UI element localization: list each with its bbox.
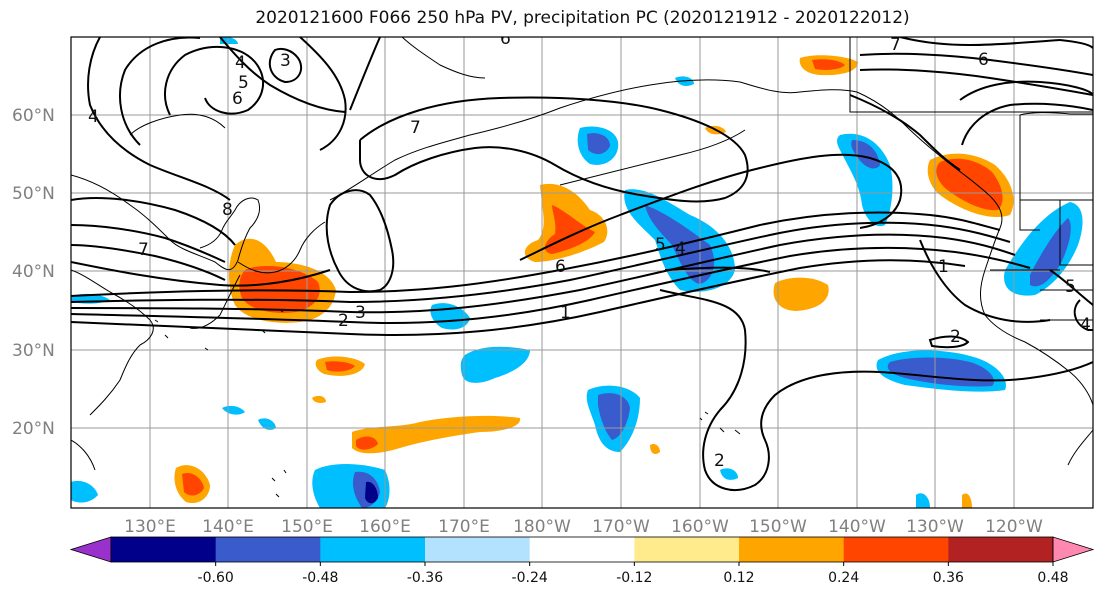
colorbar-tick-label: -0.36: [407, 570, 443, 586]
colorbar-tick-label: 0.24: [828, 570, 859, 586]
lon-label: 140°E: [202, 517, 254, 537]
contour-label: 1: [560, 303, 571, 323]
colorbar-extend-high: [1052, 536, 1095, 563]
colorbar-segment: [739, 537, 845, 562]
contour-label: 5: [1065, 277, 1076, 297]
contour-label: 4: [88, 107, 99, 127]
colorbar-segment: [529, 537, 635, 562]
contour-label: 3: [280, 51, 291, 71]
colorbar-segment: [634, 537, 740, 562]
lon-label: 180°W: [513, 517, 571, 537]
contour-label: 7: [138, 240, 149, 260]
colorbar-tick-label: -0.60: [198, 570, 234, 586]
contour-label: 1: [938, 257, 949, 277]
map-plot-area: 3 4 5 6 4 7 8 7 6 3 2 6 5 4 1 1 7 6 2 2: [71, 29, 1093, 508]
colorbar-segment: [843, 537, 949, 562]
contour-label: 4: [675, 239, 686, 259]
figure-title: 2020121600 F066 250 hPa PV, precipitatio…: [255, 8, 910, 28]
lat-label: 40°N: [12, 262, 55, 282]
contour-label: 6: [978, 50, 989, 70]
lon-label: 150°E: [281, 517, 333, 537]
lat-label: 60°N: [12, 106, 55, 126]
colorbar-tick-label: -0.48: [302, 570, 338, 586]
map-frame: [70, 36, 1094, 509]
contour-label: 2: [338, 311, 349, 331]
lon-label: 170°W: [592, 517, 650, 537]
colorbar-segment: [215, 537, 321, 562]
pv-contours: [71, 37, 1093, 491]
lon-label: 160°W: [671, 517, 729, 537]
lat-label: 50°N: [12, 184, 55, 204]
colorbar-tick-label: 0.36: [933, 570, 964, 586]
lon-label: 160°E: [359, 517, 411, 537]
colorbar-segment: [320, 537, 426, 562]
colorbar-extend-low: [69, 536, 112, 563]
colorbar-tick-label: 0.12: [723, 570, 754, 586]
lon-label: 150°W: [749, 517, 807, 537]
latitude-labels: 60°N 50°N 40°N 30°N 20°N: [12, 106, 55, 439]
lon-label: 120°W: [985, 517, 1043, 537]
contour-label: 2: [714, 451, 725, 471]
colorbar-segment: [111, 537, 217, 562]
contour-label: 4: [235, 53, 246, 73]
contour-label: 6: [232, 89, 243, 109]
contour-labels: 3 4 5 6 4 7 8 7 6 3 2 6 5 4 1 1 7 6 2 2: [88, 29, 1091, 471]
colorbar-outline: [110, 536, 1054, 563]
lon-label: 140°W: [828, 517, 886, 537]
contour-label: 7: [410, 118, 421, 138]
contour-label: 4: [1080, 315, 1091, 335]
contour-label: 6: [555, 257, 566, 277]
contour-label: 7: [890, 35, 901, 55]
longitude-labels: 130°E 140°E 150°E 160°E 170°E 180°W 170°…: [124, 517, 1043, 537]
colorbar: -0.60 -0.48 -0.36 -0.24 -0.12 0.12 0.24 0.36 0.4…: [69, 536, 1095, 586]
lat-label: 30°N: [12, 341, 55, 361]
precip-shading: [71, 37, 1083, 508]
colorbar-tick-label: -0.12: [616, 570, 652, 586]
map-gridlines: [71, 37, 1093, 508]
contour-label: 5: [655, 235, 666, 255]
lon-label: 130°W: [906, 517, 964, 537]
colorbar-segment: [948, 537, 1054, 562]
contour-label: 3: [355, 303, 366, 323]
contour-label: 5: [238, 73, 249, 93]
colorbar-tick-label: -0.24: [512, 570, 548, 586]
contour-label: 8: [222, 200, 233, 220]
lon-label: 130°E: [124, 517, 176, 537]
lon-label: 170°E: [438, 517, 490, 537]
colorbar-segment: [425, 537, 531, 562]
contour-label: 2: [950, 327, 961, 347]
contour-label: 6: [500, 29, 511, 49]
lat-label: 20°N: [12, 419, 55, 439]
colorbar-tick-label: 0.48: [1037, 570, 1068, 586]
